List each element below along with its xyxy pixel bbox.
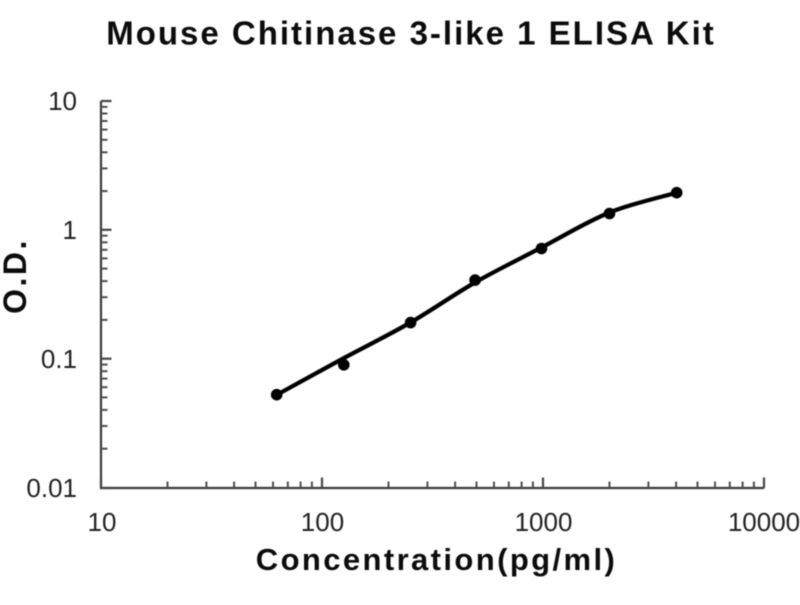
svg-text:10000: 10000 (728, 507, 800, 537)
svg-text:Mouse Chitinase 3-like 1 ELISA: Mouse Chitinase 3-like 1 ELISA Kit (106, 15, 716, 52)
svg-text:0.01: 0.01 (26, 473, 77, 503)
svg-text:0.1: 0.1 (41, 344, 77, 374)
svg-text:10: 10 (88, 507, 117, 537)
svg-text:1000: 1000 (515, 507, 573, 537)
svg-text:Concentration(pg/ml): Concentration(pg/ml) (256, 542, 617, 577)
svg-text:100: 100 (301, 507, 344, 537)
svg-text:1: 1 (63, 215, 77, 245)
svg-text:O.D.: O.D. (0, 238, 33, 314)
svg-text:10: 10 (48, 86, 77, 116)
